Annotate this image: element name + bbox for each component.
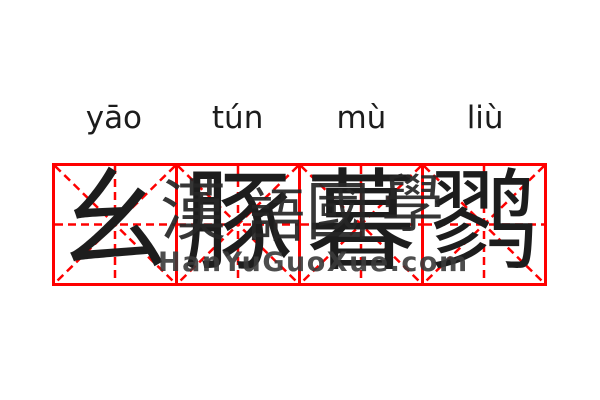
grid-cell-4: 鹨 (424, 166, 544, 283)
grid-cell-3: 暮 (301, 166, 424, 283)
character-1: 幺 (60, 161, 170, 284)
pinyin-syllable-3: mù (336, 100, 387, 136)
character-grid: 幺 豚 暮 (52, 163, 547, 286)
grid-cell-2: 豚 (178, 166, 301, 283)
pinyin-syllable-2: tún (211, 100, 264, 136)
pinyin-row: yāo tún mù liù (52, 101, 547, 135)
watermark-cjk-char-4: 學 (381, 170, 444, 240)
watermark-cjk-char-1: 漢 (160, 176, 226, 249)
mizige-guides-icon (301, 166, 421, 283)
mizige-guides-icon (178, 166, 298, 283)
character-4: 鹨 (429, 161, 539, 284)
watermark-domain-text: HanYuGuoXue.com (158, 247, 469, 278)
mizige-guides-icon (55, 166, 175, 283)
mizige-guides-icon (424, 166, 544, 283)
pinyin-syllable-4: liù (466, 100, 504, 136)
character-2: 豚 (183, 161, 293, 284)
character-3: 暮 (306, 161, 416, 284)
watermark-cjk-char-2: 語 (247, 184, 306, 249)
grid-cell-1: 幺 (55, 166, 178, 283)
pinyin-syllable-1: yāo (85, 100, 143, 136)
watermark-cjk-char-3: 國 (306, 177, 370, 248)
